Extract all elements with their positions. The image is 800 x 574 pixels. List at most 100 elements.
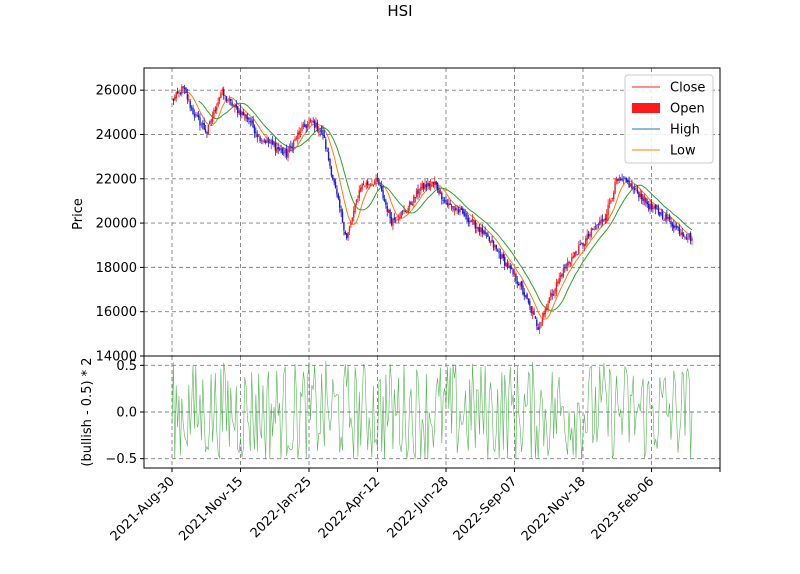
candle-body [400, 211, 402, 219]
candle-body [533, 310, 535, 315]
candle-body [186, 94, 189, 100]
candle-body [569, 262, 572, 265]
candle-body [564, 267, 566, 269]
candle-body [203, 122, 205, 130]
candle-body [685, 237, 688, 239]
candle-body [421, 183, 423, 189]
candle-body [550, 292, 552, 298]
candle-body [543, 313, 545, 317]
candle-body [540, 322, 542, 327]
candle-body [295, 138, 298, 139]
candle-body [491, 239, 493, 242]
candle-body [333, 179, 335, 183]
candle-body [270, 141, 272, 144]
candle-body [656, 208, 658, 210]
candle-body [403, 210, 405, 211]
candle-body [372, 185, 374, 186]
candle-body [466, 213, 468, 220]
candle-body [478, 227, 481, 232]
candle-body [390, 217, 393, 225]
candle-body [388, 209, 390, 213]
candle-body [513, 273, 516, 275]
candle-body [258, 135, 260, 137]
candle-body [634, 188, 636, 190]
candle-body [555, 282, 558, 291]
candle-body [608, 203, 611, 205]
candle-body [488, 236, 490, 242]
candle-body [327, 152, 330, 160]
candle-body [635, 188, 637, 189]
candle-body [224, 95, 226, 96]
candle-body [558, 278, 560, 284]
candle-body [428, 183, 430, 187]
moving-averages [184, 91, 693, 320]
candle-body [452, 206, 454, 209]
candle-body [401, 210, 404, 212]
candle-body [385, 200, 387, 206]
candle-body [263, 140, 265, 142]
candle-body [610, 200, 612, 203]
legend-label-open: Open [670, 102, 705, 117]
candle-body [670, 221, 672, 225]
candle-body [435, 181, 437, 185]
candle-body [531, 311, 534, 314]
candle-body [195, 114, 197, 116]
candle-body [422, 183, 425, 189]
candle-body [174, 96, 176, 101]
candle-body [271, 140, 274, 145]
candle-body [499, 254, 502, 260]
candle-body [527, 298, 530, 303]
candle-body [378, 179, 380, 185]
candle-body [259, 136, 261, 142]
candle-body [262, 140, 264, 142]
candle-body [397, 218, 400, 220]
price-y-tick-label: 24000 [96, 128, 137, 143]
candle-body [541, 317, 544, 323]
price-y-tick-label: 22000 [96, 172, 137, 187]
candle-body [613, 192, 615, 200]
candle-body [309, 119, 312, 123]
candle-body [652, 207, 654, 209]
candle-body [666, 214, 668, 220]
bullish-panel: −0.5 0.0 0.5 (bullish - 0.5) * 2 [80, 355, 721, 469]
candle-body [659, 212, 661, 216]
candle-body [664, 214, 667, 221]
price-y-label: Price [71, 198, 86, 230]
candle-body [495, 245, 497, 249]
x-tick-label: 2023-Feb-06 [589, 474, 658, 543]
candle-body [386, 206, 388, 212]
candle-body [358, 190, 360, 199]
price-y-ticks: 14000 16000 18000 20000 22000 24000 26000 [96, 84, 144, 365]
candle-body [552, 293, 555, 296]
legend-swatch-open [632, 103, 660, 113]
chart-title: HSI [387, 2, 412, 20]
candle-body [252, 119, 254, 128]
candle-body [232, 106, 235, 107]
candle-body [239, 109, 242, 116]
candle-body [687, 237, 689, 240]
candle-body [269, 142, 271, 144]
candle-body [492, 240, 495, 248]
candle-body [655, 205, 657, 209]
candle-body [660, 212, 662, 215]
candle-body [673, 225, 675, 229]
candle-body [671, 223, 674, 227]
candle-body [265, 140, 267, 143]
candle-body [322, 130, 324, 136]
candle-body [266, 139, 268, 142]
candle-body [351, 217, 353, 221]
candle-body [436, 182, 439, 190]
candle-body [418, 191, 421, 193]
candle-body [211, 116, 214, 122]
candle-body [594, 225, 597, 229]
candle-body [604, 218, 606, 220]
candle-body [677, 226, 679, 228]
candle-body [225, 96, 228, 101]
candle-body [537, 327, 539, 330]
candle-body [367, 181, 369, 185]
candle-body [589, 234, 591, 237]
candle-body [290, 145, 292, 147]
candle-body [526, 293, 528, 299]
